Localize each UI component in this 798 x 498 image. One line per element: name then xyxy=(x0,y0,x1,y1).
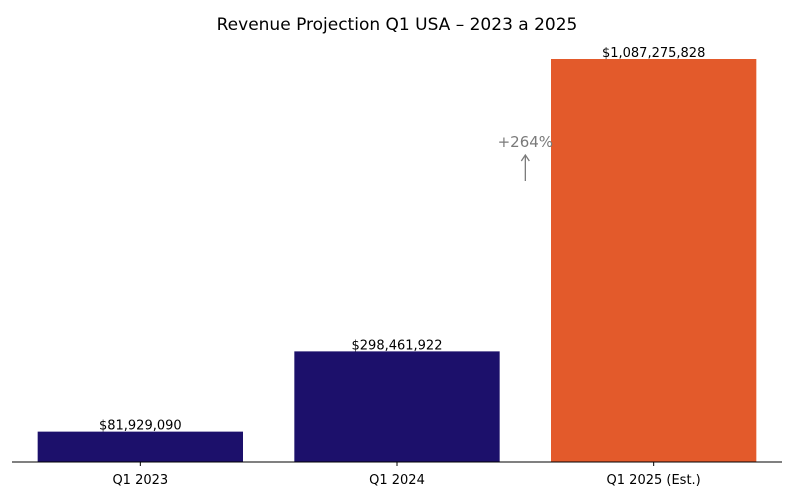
x-ticks-group: Q1 2023 Q1 2024 Q1 2025 (Est.) xyxy=(112,462,701,488)
bar-value-label: $81,929,090 xyxy=(99,419,182,434)
bar-value-label: $1,087,275,828 xyxy=(602,46,705,61)
bar-3 xyxy=(551,59,757,462)
value-labels-group: $81,929,090 $298,461,922 $1,087,275,828 xyxy=(99,46,705,434)
annotation-group: +264% xyxy=(498,133,553,181)
x-tick-label: Q1 2023 xyxy=(112,473,168,488)
annotation-arrow-head xyxy=(520,153,530,162)
x-tick-label: Q1 2024 xyxy=(369,473,425,488)
x-tick-label: Q1 2025 (Est.) xyxy=(607,473,701,488)
chart-title: Revenue Projection Q1 USA – 2023 a 2025 xyxy=(217,15,578,35)
bars-group xyxy=(37,59,757,462)
bar-2 xyxy=(294,351,500,462)
bar-value-label: $298,461,922 xyxy=(352,338,443,353)
bar-1 xyxy=(37,431,243,462)
annotation-text: +264% xyxy=(498,133,553,151)
